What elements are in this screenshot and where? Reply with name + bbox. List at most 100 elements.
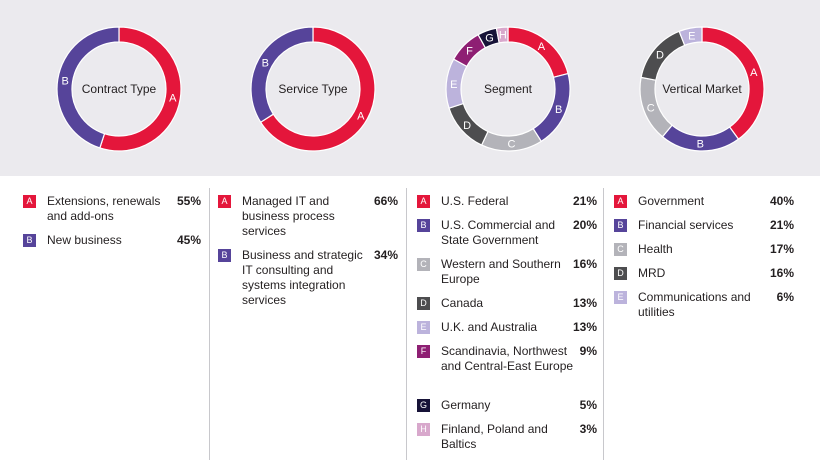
legend-label: Extensions, renewals and add-ons — [47, 194, 161, 223]
slice-code-label: A — [750, 67, 758, 79]
legend-item: B U.S. Commercial and State Government 20% — [417, 218, 597, 248]
legend-item: D MRD 16% — [614, 266, 794, 281]
legend-vertical-market: A Government 40% B Financial services 21% C Hea… — [614, 188, 794, 460]
legend-item: A Government 40% — [614, 194, 794, 209]
slice-code-label: B — [555, 104, 562, 116]
slice-code-label: C — [507, 138, 515, 150]
legend-code-badge: D — [417, 297, 430, 310]
legend-code-badge: C — [614, 243, 627, 256]
legend-percent: 13% — [572, 296, 597, 310]
legend-label: U.S. Commercial and State Government — [441, 218, 556, 247]
slice-code-label: H — [499, 30, 507, 42]
slice-code-label: D — [656, 49, 664, 61]
slice-code-label: F — [466, 45, 473, 57]
slice-b — [250, 26, 314, 124]
legend-label: Managed IT and business process services — [242, 194, 335, 238]
legend-item: E Communications and utilities 6% — [614, 290, 794, 320]
legend-label: U.K. and Australia — [441, 320, 538, 334]
legend-code-badge: B — [218, 249, 231, 262]
slice-code-label: A — [357, 110, 365, 122]
legend-label: Germany — [441, 398, 491, 412]
legend-label: Communications and utilities — [638, 290, 751, 319]
legend-percent: 17% — [769, 242, 794, 256]
legend-code-badge: A — [614, 195, 627, 208]
legend-item: B Financial services 21% — [614, 218, 794, 233]
legend-code-badge: F — [417, 345, 430, 358]
donut-chart-segment: A B C D E FG H Segment — [445, 26, 571, 152]
legend-code-badge: G — [417, 399, 430, 412]
legend-item: A Managed IT and business process service… — [218, 194, 398, 239]
legend-service-type: A Managed IT and business process service… — [218, 188, 398, 460]
legend-item: A Extensions, renewals and add-ons 55% — [23, 194, 201, 224]
legend-item: A U.S. Federal 21% — [417, 194, 597, 209]
slice-code-label: C — [647, 102, 655, 114]
legend-item: B New business 45% — [23, 233, 201, 248]
legend-percent: 21% — [769, 218, 794, 232]
legend-percent: 13% — [572, 320, 597, 334]
slice-b — [56, 26, 120, 149]
legend-code-badge: A — [218, 195, 231, 208]
legend-item: C Western and Southern Europe 16% — [417, 257, 597, 287]
chart-title: Vertical Market — [662, 82, 742, 96]
legend-code-badge: E — [417, 321, 430, 334]
slice-e — [678, 26, 703, 47]
legend-item: E U.K. and Australia 13% — [417, 320, 597, 335]
legend-code-badge: A — [23, 195, 36, 208]
slice-code-label: G — [485, 33, 494, 45]
legend-item: D Canada 13% — [417, 296, 597, 311]
column-divider — [209, 188, 210, 460]
donut-chart-vertical-market: A B C D E Vertical Market — [639, 26, 765, 152]
legend-code-badge: B — [23, 234, 36, 247]
slice-code-label: B — [697, 138, 704, 150]
legend-percent: 16% — [572, 257, 597, 271]
legend-percent: 3% — [579, 422, 597, 436]
legend-label: Scandinavia, Northwest and Central-East … — [441, 344, 574, 373]
slice-code-label: E — [450, 79, 457, 91]
donut-chart-service-type: A B Service Type — [250, 26, 376, 152]
slice-a — [259, 26, 376, 152]
slice-h — [495, 26, 509, 44]
column-divider — [603, 188, 604, 460]
legend-percent: 55% — [176, 194, 201, 208]
legend-percent: 9% — [579, 344, 597, 358]
legend-label: Western and Southern Europe — [441, 257, 561, 286]
legend-label: U.S. Federal — [441, 194, 509, 208]
chart-title: Contract Type — [82, 82, 157, 96]
slice-b — [532, 72, 571, 143]
legend-item: F Scandinavia, Northwest and Central-East… — [417, 344, 597, 374]
slice-code-label: A — [538, 41, 546, 53]
legend-percent: 34% — [373, 248, 398, 262]
legend-code-badge: B — [417, 219, 430, 232]
legend-percent: 6% — [776, 290, 794, 304]
chart-title: Service Type — [278, 82, 347, 96]
legend-label: New business — [47, 233, 122, 247]
column-divider — [406, 188, 407, 460]
legend-item: G Germany 5% — [417, 398, 597, 413]
legend-code-badge: D — [614, 267, 627, 280]
legend-percent: 21% — [572, 194, 597, 208]
legend-percent: 16% — [769, 266, 794, 280]
legend-percent: 45% — [176, 233, 201, 247]
legend-label: Health — [638, 242, 673, 256]
legend-contract-type: A Extensions, renewals and add-ons 55% B New… — [23, 188, 201, 460]
legend-code-badge: A — [417, 195, 430, 208]
legend-percent: 20% — [572, 218, 597, 232]
legend-item: C Health 17% — [614, 242, 794, 257]
slice-code-label: E — [688, 30, 695, 42]
legend-percent: 5% — [579, 398, 597, 412]
legend-label: Business and strategic IT consulting and… — [242, 248, 363, 307]
slice-code-label: B — [262, 58, 269, 70]
legend-item: B Business and strategic IT consulting an… — [218, 248, 398, 308]
legend-code-badge: C — [417, 258, 430, 271]
legend-label: Government — [638, 194, 705, 208]
legend-percent: 66% — [373, 194, 398, 208]
legend-label: Finland, Poland and Baltics — [441, 422, 548, 451]
legend-code-badge: E — [614, 291, 627, 304]
legend-label: MRD — [638, 266, 666, 280]
slice-code-label: D — [463, 120, 471, 132]
slice-code-label: A — [169, 93, 177, 105]
legend-label: Financial services — [638, 218, 734, 232]
legend-code-badge: B — [614, 219, 627, 232]
legend-item: H Finland, Poland and Baltics 3% — [417, 422, 597, 452]
legend-percent: 40% — [769, 194, 794, 208]
